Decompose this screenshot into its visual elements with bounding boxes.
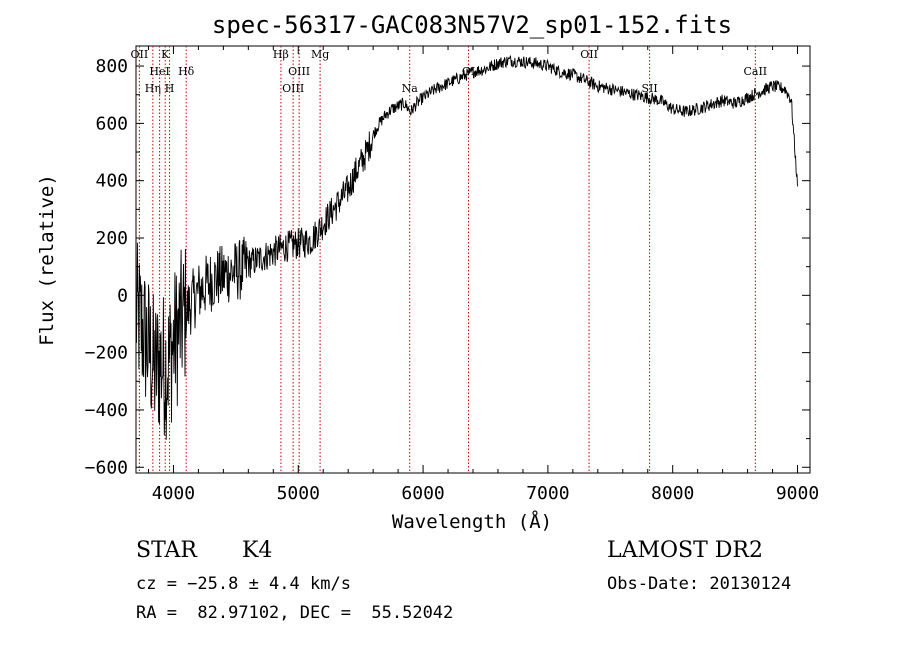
spectral-line-label: SII: [641, 82, 657, 95]
y-tick-label: −400: [85, 400, 128, 421]
x-tick-label: 6000: [401, 483, 444, 504]
spectral-line-label: CaII: [743, 65, 767, 78]
redshift-text: cz = −25.8 ± 4.4 km/s: [136, 574, 351, 594]
y-tick-label: 400: [95, 171, 128, 192]
coordinates-text: RA = 82.97102, DEC = 55.52042: [136, 603, 454, 623]
chart-title: spec-56317-GAC083N57V2_sp01-152.fits: [212, 11, 732, 39]
obs-date-text: Obs-Date: 20130124: [607, 574, 792, 594]
spectral-line-label: Hη: [145, 82, 161, 95]
spectral-line-label: Hβ: [273, 48, 289, 61]
survey-label: LAMOST DR2: [607, 538, 763, 563]
x-tick-label: 4000: [152, 483, 195, 504]
flux-series: [135, 55, 798, 440]
y-tick-label: −200: [85, 343, 128, 364]
spectral-line-label: K: [161, 48, 170, 61]
y-tick-label: 800: [95, 56, 128, 77]
y-tick-label: 600: [95, 113, 128, 134]
flux-line: [135, 55, 798, 440]
spectral-line-label: OII: [580, 48, 598, 61]
axes: 4000 5000 6000 7000 8000 9000 −600 −400 −200 0 200…: [85, 46, 819, 504]
spectral-line-label: H: [165, 82, 175, 95]
x-tick-label: 5000: [277, 483, 320, 504]
spectral-line-label: HeI: [149, 65, 169, 78]
spectral-line-label: OIII: [288, 65, 310, 78]
spectral-line-label: Na: [402, 82, 419, 95]
x-tick-label: 9000: [776, 483, 819, 504]
y-tick-label: −600: [85, 457, 128, 478]
y-tick-label: 0: [117, 285, 128, 306]
x-tick-label: 7000: [526, 483, 569, 504]
class-label: STAR: [136, 538, 197, 563]
y-tick-label: 200: [95, 228, 128, 249]
x-tick-label: 8000: [651, 483, 694, 504]
x-axis-label: Wavelength (Å): [392, 510, 552, 533]
spectral-line-label: Hδ: [178, 65, 195, 78]
subclass-label: K4: [242, 538, 273, 563]
spectral-line-label: Mg: [311, 48, 329, 61]
spectral-line-label: OIII: [282, 82, 304, 95]
y-axis-label: Flux (relative): [36, 174, 58, 346]
spectral-line-label: OII: [131, 48, 149, 61]
